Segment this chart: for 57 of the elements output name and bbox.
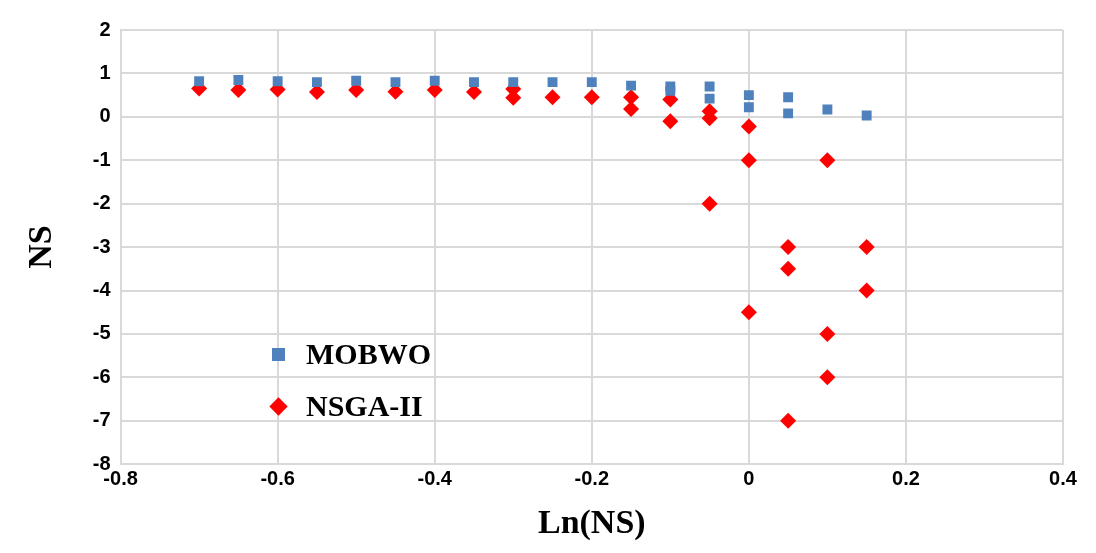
point (662, 113, 679, 130)
legend-label: NSGA-II (306, 389, 423, 423)
point (780, 260, 797, 277)
y-tick-label: -5 (92, 321, 111, 344)
point (858, 282, 875, 299)
point (194, 76, 205, 87)
y-tick-label: 2 (99, 17, 111, 40)
point (544, 89, 561, 106)
point (819, 152, 836, 169)
x-tick-label: 0 (743, 466, 755, 489)
y-tick-label: 1 (99, 60, 111, 83)
point (819, 325, 836, 342)
point (861, 110, 872, 121)
y-tick-label: 0 (99, 104, 111, 127)
point (819, 369, 836, 386)
point (626, 80, 637, 91)
point (701, 195, 718, 212)
point (233, 74, 244, 85)
point (740, 304, 757, 321)
point (508, 77, 519, 88)
point (547, 77, 558, 88)
x-tick-label: 0.2 (892, 466, 920, 489)
x-tick-label: -0.6 (260, 466, 295, 489)
y-tick-label: -2 (92, 191, 111, 214)
point (623, 101, 640, 118)
x-tick-label: 0.4 (1049, 466, 1078, 489)
point (783, 108, 794, 119)
point (429, 75, 440, 86)
y-axis-title: NS (21, 225, 59, 269)
point (740, 152, 757, 169)
point (469, 77, 479, 88)
point (858, 239, 875, 256)
point (704, 93, 715, 104)
point (390, 77, 401, 88)
x-tick-label: -0.4 (417, 466, 453, 489)
point (740, 118, 757, 135)
y-tick-label: -3 (92, 234, 111, 257)
point (583, 89, 600, 106)
point (272, 76, 283, 87)
x-tick-label: -0.2 (574, 466, 610, 489)
point (311, 77, 322, 88)
point (743, 102, 754, 113)
point (665, 85, 676, 96)
legend-label: MOBWO (306, 337, 431, 371)
point (783, 92, 794, 103)
point (822, 104, 833, 115)
y-tick-label: -1 (92, 147, 111, 170)
point (704, 81, 715, 92)
y-tick-label: -6 (92, 364, 111, 387)
y-tick-label: -4 (92, 278, 112, 301)
y-tick-label: -7 (92, 408, 111, 431)
point (586, 77, 597, 88)
point (743, 90, 754, 101)
point (780, 239, 797, 256)
x-axis-title: Ln(NS) (537, 503, 646, 542)
point (351, 75, 362, 86)
point (780, 412, 797, 429)
